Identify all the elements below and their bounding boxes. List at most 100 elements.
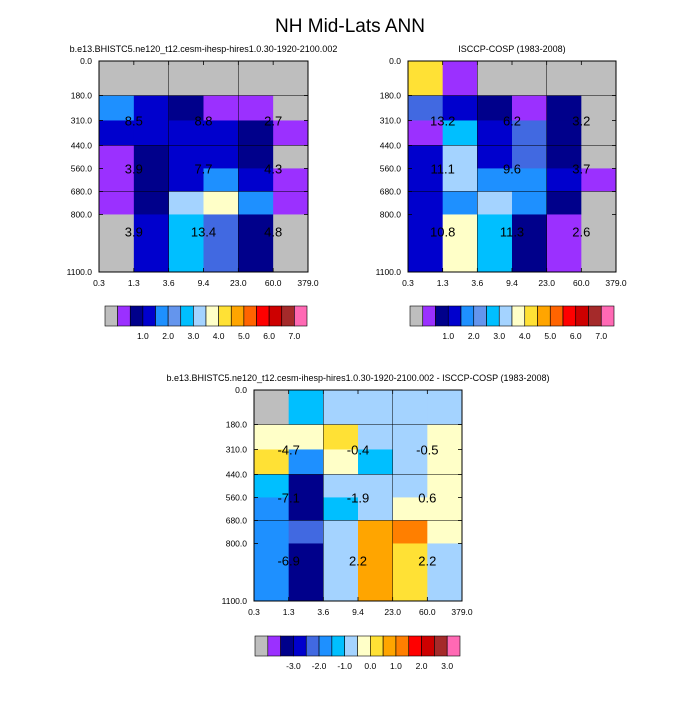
x-tick-label: 9.4 — [352, 607, 364, 617]
colorbar-swatch — [230, 305, 245, 327]
colorbar-swatch — [524, 305, 538, 327]
heatmap-cell — [99, 214, 135, 273]
colorbar-label: 7.0 — [288, 331, 300, 341]
heatmap-cell — [238, 61, 274, 96]
figure-title: NH Mid-Lats ANN — [275, 16, 425, 37]
colorbar-swatch — [129, 305, 144, 327]
heatmap-cell — [99, 168, 135, 192]
x-tick-label: 379.0 — [297, 278, 319, 288]
heatmap-cell — [512, 95, 548, 121]
heatmap-cell — [546, 95, 582, 121]
x-tick-label: 23.0 — [230, 278, 247, 288]
heatmap-cell — [323, 520, 359, 544]
data-label: 4.8 — [264, 225, 282, 240]
data-label: -1.9 — [347, 490, 369, 505]
heatmap-cell — [358, 543, 394, 602]
data-label: -7.1 — [277, 490, 299, 505]
colorbar-swatch — [155, 305, 169, 327]
data-label: 10.8 — [430, 225, 455, 240]
data-label: -0.4 — [347, 442, 369, 457]
heatmap-cell — [358, 474, 394, 498]
x-tick-label: 379.0 — [605, 278, 627, 288]
y-tick-label: 680.0 — [226, 515, 248, 525]
heatmap-cell — [168, 191, 204, 215]
x-tick-label: 0.3 — [93, 278, 105, 288]
data-label: 3.9 — [125, 161, 143, 176]
heatmap-cell — [477, 168, 513, 192]
colorbar-swatch — [588, 305, 602, 327]
data-label: 2.2 — [349, 554, 367, 569]
x-tick-label: 3.6 — [163, 278, 175, 288]
heatmap-cell — [273, 120, 309, 146]
heatmap-cell — [273, 145, 309, 169]
heatmap-cell — [358, 424, 394, 450]
y-tick-label: 0.0 — [80, 56, 92, 66]
heatmap-cell — [99, 95, 135, 121]
heatmap-cell — [133, 191, 170, 215]
colorbar-label: 3.0 — [441, 661, 453, 671]
heatmap-cell — [203, 168, 239, 192]
colorbar-label: 3.0 — [493, 331, 505, 341]
data-label: 6.2 — [503, 113, 521, 128]
colorbar-label: 4.0 — [519, 331, 531, 341]
heatmap-cell — [581, 168, 617, 192]
colorbar-swatch — [293, 635, 307, 657]
heatmap-cell — [408, 145, 444, 169]
heatmap-cell — [273, 191, 309, 215]
colorbar-swatch — [142, 305, 156, 327]
colorbar-swatch — [382, 635, 397, 657]
heatmap-cell — [442, 61, 478, 96]
colorbar-swatch — [117, 305, 131, 327]
heatmap-cell — [408, 168, 444, 192]
data-label: 2.7 — [264, 113, 282, 128]
heatmap-cell — [133, 61, 170, 96]
x-tick-label: 23.0 — [538, 278, 555, 288]
colorbar-swatch — [344, 635, 358, 657]
heatmap-cell — [581, 61, 617, 96]
data-label: 8.8 — [194, 113, 212, 128]
heatmap-cell — [442, 120, 478, 146]
heatmap-cell — [288, 497, 324, 521]
heatmap-cell — [238, 95, 274, 121]
colorbar-swatch — [549, 305, 564, 327]
colorbar-swatch — [268, 305, 283, 327]
heatmap-cell — [254, 474, 290, 498]
heatmap-cell — [203, 120, 239, 146]
heatmap-cell — [273, 61, 309, 96]
colorbar-label: 0.0 — [364, 661, 376, 671]
colorbar-swatch — [370, 635, 384, 657]
data-label: 3.7 — [572, 161, 590, 176]
data-label: 3.2 — [572, 113, 590, 128]
y-tick-label: 560.0 — [380, 163, 402, 173]
heatmap-cell — [238, 214, 274, 273]
heatmap-cell — [254, 497, 290, 521]
heatmap-cell — [392, 390, 428, 425]
colorbar-swatch — [409, 305, 424, 327]
heatmap-cell — [546, 168, 582, 192]
heatmap-cell — [477, 61, 513, 96]
y-tick-label: 180.0 — [380, 91, 402, 101]
colorbar-label: -1.0 — [337, 661, 352, 671]
data-label: -4.7 — [277, 442, 299, 457]
heatmap-cell — [168, 120, 204, 146]
colorbar-swatch — [473, 305, 487, 327]
heatmap-cell — [427, 497, 463, 521]
x-tick-label: 3.6 — [471, 278, 483, 288]
data-label: 3.9 — [125, 225, 143, 240]
panel-title: ISCCP-COSP (1983-2008) — [458, 44, 565, 54]
heatmap-cell — [546, 120, 582, 146]
heatmap-cell — [203, 61, 239, 96]
colorbar-swatch — [267, 635, 281, 657]
colorbar-swatch — [395, 635, 410, 657]
heatmap-cell — [408, 191, 444, 215]
y-tick-label: 310.0 — [226, 444, 248, 454]
colorbar-swatch — [205, 305, 219, 327]
heatmap-cell — [133, 145, 170, 169]
heatmap-cell — [512, 191, 548, 215]
colorbar-swatch — [294, 305, 308, 327]
heatmap-cell — [254, 543, 290, 602]
heatmap-cell — [546, 191, 582, 215]
heatmap-cell — [392, 449, 428, 475]
y-tick-label: 800.0 — [71, 209, 93, 219]
heatmap-cell — [358, 390, 394, 425]
